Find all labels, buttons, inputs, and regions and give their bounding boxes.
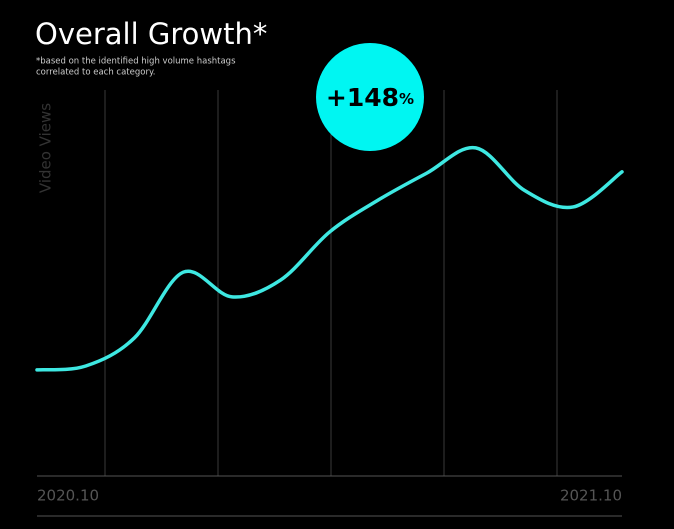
x-tick-label: 2020.10 [37,487,99,505]
annotation-unit: % [399,90,414,108]
x-tick-label: 2021.10 [560,487,622,505]
line [35,146,624,372]
annotation-bubble [316,43,424,151]
y-axis-label: Video Views [37,103,55,193]
annotation: +148% [326,83,414,112]
subtitle: correlated to each category. [36,68,155,78]
chart-title: Overall Growth* [35,17,267,51]
annotation-value: +148 [326,83,399,112]
decor-lines [37,90,622,517]
subtitle: *based on the identified high volume has… [36,57,236,67]
